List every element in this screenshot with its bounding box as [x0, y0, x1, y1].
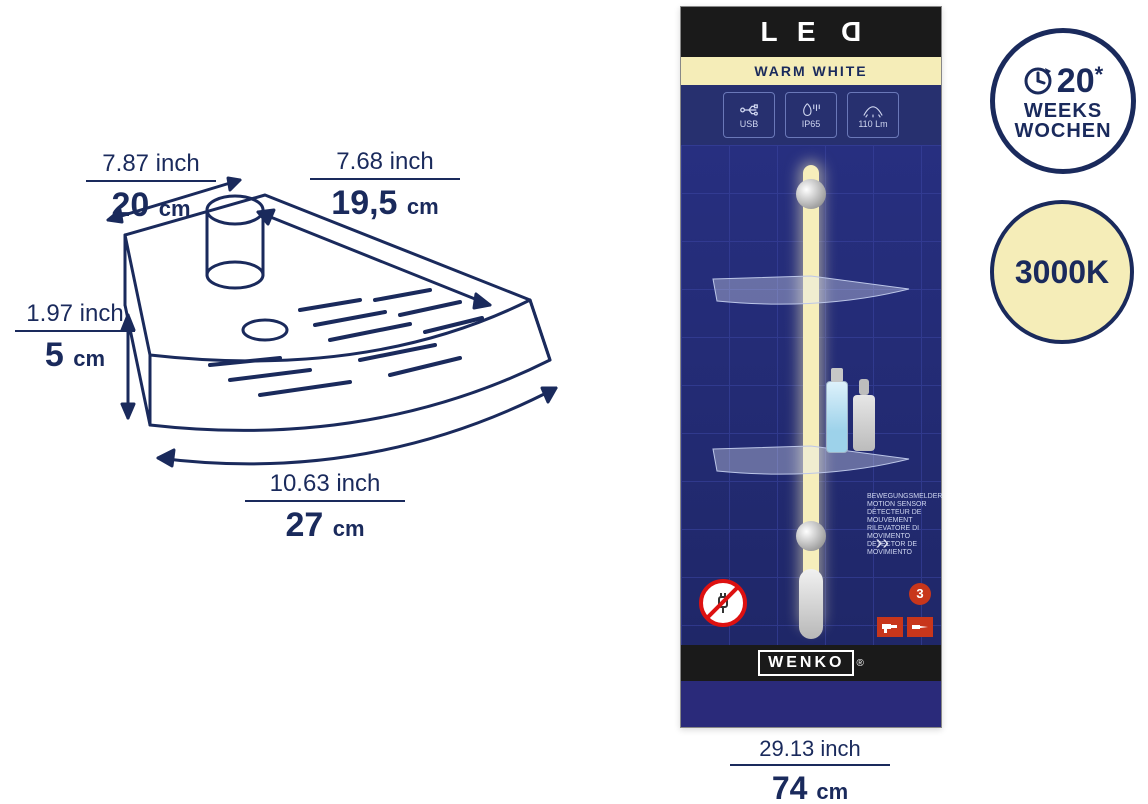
dim-width-inch: 10.63 inch	[230, 470, 420, 498]
product-package: L E D WARM WHITE USB IP65 110 Lm	[680, 6, 942, 728]
shelf-lower	[711, 445, 911, 479]
warranty-badge: 3	[909, 583, 931, 605]
shelf-upper	[711, 275, 911, 309]
weeks-badge: 20* WEEKS WOCHEN	[990, 28, 1136, 174]
install-icons	[877, 617, 933, 637]
drill-bit-icon	[907, 617, 933, 637]
brand-logo: WENKO	[758, 650, 854, 676]
package-body: ›› BEWEGUNGSMELDER MOTION SENSOR DÉTECTE…	[681, 145, 941, 645]
no-plug-icon	[699, 579, 739, 619]
dim-width: 10.63 inch 27 cm	[230, 470, 420, 545]
dim-depth: 7.87 inch 20 cm	[76, 150, 226, 225]
dim-height: 1.97 inch 5 cm	[0, 300, 150, 375]
wall-mount-top	[796, 179, 826, 209]
motion-sensor-label: BEWEGUNGSMELDER MOTION SENSOR DÉTECTEUR …	[867, 493, 927, 557]
bottle-product	[826, 381, 848, 453]
kelvin-badge: 3000K	[990, 200, 1134, 344]
dim-height-inch: 1.97 inch	[0, 300, 150, 328]
led-label: L E D	[681, 7, 941, 57]
dim-inner: 7.68 inch 19,5 cm	[300, 148, 470, 223]
warm-white-strip: WARM WHITE	[681, 57, 941, 85]
lumen-icon: 110 Lm	[847, 92, 899, 138]
clock-icon	[1023, 66, 1053, 96]
registered-icon: ®	[856, 658, 863, 669]
pump-product	[853, 395, 875, 451]
wall-mount-bottom	[796, 521, 826, 551]
led-light-bar	[803, 165, 819, 625]
ip-icon: IP65	[785, 92, 837, 138]
package-height-dim: 29.13 inch 74 cm	[680, 736, 940, 804]
dim-depth-inch: 7.87 inch	[76, 150, 226, 178]
brand-bar: WENKO ®	[681, 645, 941, 681]
usb-icon: USB	[723, 92, 775, 138]
sensor-handle	[799, 569, 823, 639]
feature-icons-row: USB IP65 110 Lm	[681, 85, 941, 145]
drill-icon	[877, 617, 903, 637]
dim-inner-inch: 7.68 inch	[300, 148, 470, 176]
